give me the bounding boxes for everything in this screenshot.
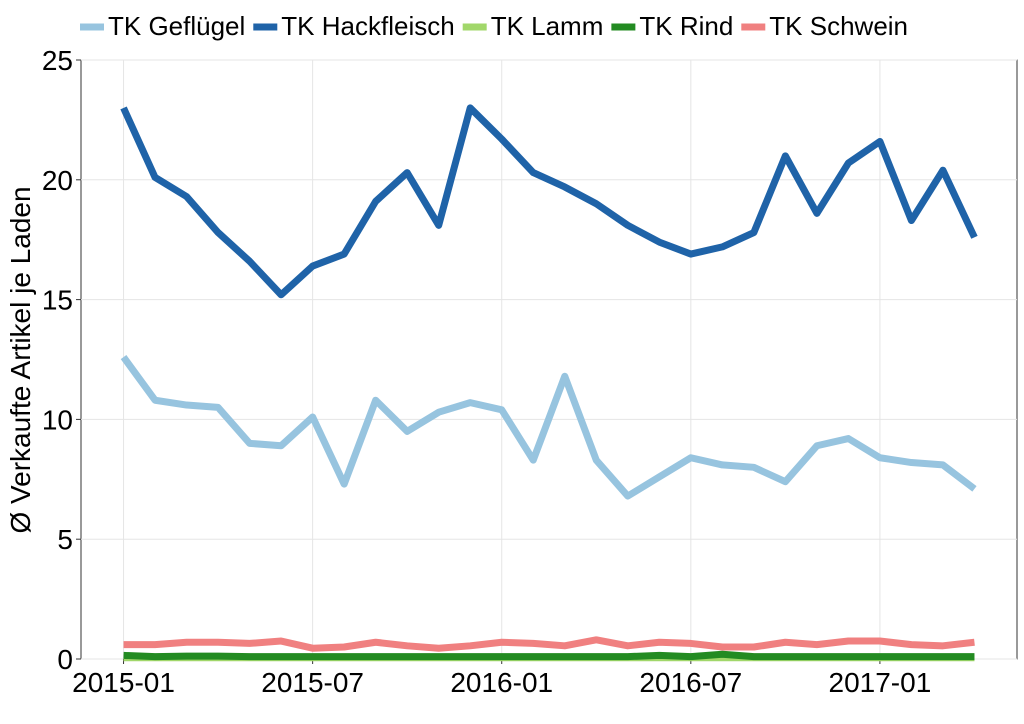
x-tick-label: 2016-01 (450, 667, 553, 698)
x-tick-label: 2015-01 (72, 667, 175, 698)
series-line (123, 650, 975, 661)
x-tick-label: 2017-01 (829, 667, 932, 698)
series-line (120, 355, 977, 500)
legend-label: TK Geflügel (108, 11, 245, 41)
x-tick-label: 2016-07 (639, 667, 742, 698)
y-tick-label: 15 (42, 285, 73, 316)
y-tick-label: 0 (57, 644, 73, 675)
y-tick-label: 25 (42, 45, 73, 76)
series-line (120, 104, 978, 299)
y-tick-label: 10 (42, 404, 73, 435)
y-tick-label: 5 (57, 524, 73, 555)
y-axis-label: Ø Verkaufte Artikel je Laden (5, 186, 36, 533)
plot-panel (80, 59, 1018, 660)
legend-label: TK Lamm (491, 11, 604, 41)
series-line (123, 636, 975, 652)
legend-label: TK Rind (639, 11, 733, 41)
legend-label: TK Hackfleisch (281, 11, 454, 41)
x-tick-label: 2015-07 (261, 667, 364, 698)
y-tick-label: 20 (42, 165, 73, 196)
legend-label: TK Schwein (769, 11, 908, 41)
